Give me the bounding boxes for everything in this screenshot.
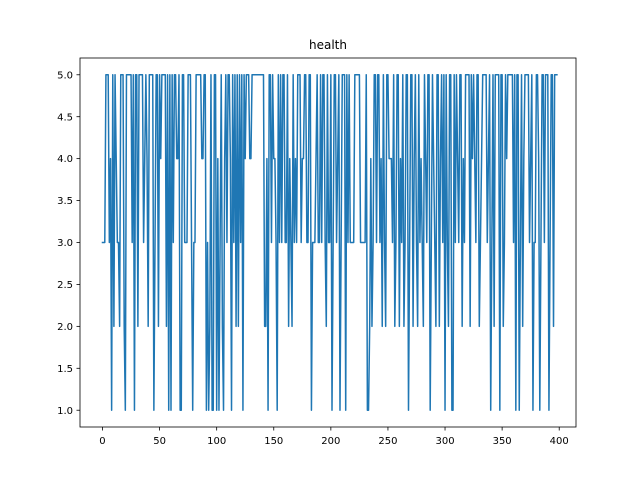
y-tick-label: 3.0 xyxy=(57,238,73,249)
chart-title: health xyxy=(309,38,347,52)
x-tick-label: 0 xyxy=(99,436,105,447)
x-tick-label: 400 xyxy=(550,436,569,447)
x-tick-label: 100 xyxy=(207,436,226,447)
x-tick-label: 200 xyxy=(321,436,340,447)
y-tick-label: 4.5 xyxy=(57,112,73,123)
x-tick-label: 150 xyxy=(264,436,283,447)
y-tick-label: 1.5 xyxy=(57,364,73,375)
x-tick-label: 300 xyxy=(435,436,454,447)
x-tick-label: 350 xyxy=(493,436,512,447)
x-tick-label: 250 xyxy=(378,436,397,447)
y-tick-label: 4.0 xyxy=(57,154,73,165)
y-tick-label: 1.0 xyxy=(57,406,73,417)
y-tick-label: 3.5 xyxy=(57,196,73,207)
y-tick-label: 2.0 xyxy=(57,322,73,333)
x-tick-label: 50 xyxy=(153,436,166,447)
series-line-0 xyxy=(101,74,558,411)
y-tick-label: 2.5 xyxy=(57,280,73,291)
y-tick-label: 5.0 xyxy=(57,70,73,81)
